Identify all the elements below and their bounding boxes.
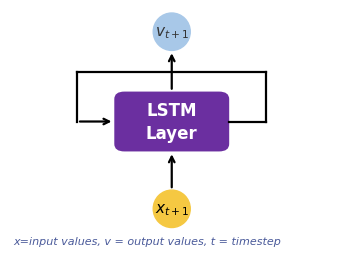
Ellipse shape <box>153 14 190 51</box>
Text: $v_{t+1}$: $v_{t+1}$ <box>155 25 189 40</box>
Text: LSTM
Layer: LSTM Layer <box>146 101 198 143</box>
FancyBboxPatch shape <box>114 92 229 152</box>
Text: x=input values, v = output values, t = timestep: x=input values, v = output values, t = t… <box>13 236 281 246</box>
Ellipse shape <box>153 190 190 228</box>
Text: $x_{t+1}$: $x_{t+1}$ <box>155 201 189 217</box>
